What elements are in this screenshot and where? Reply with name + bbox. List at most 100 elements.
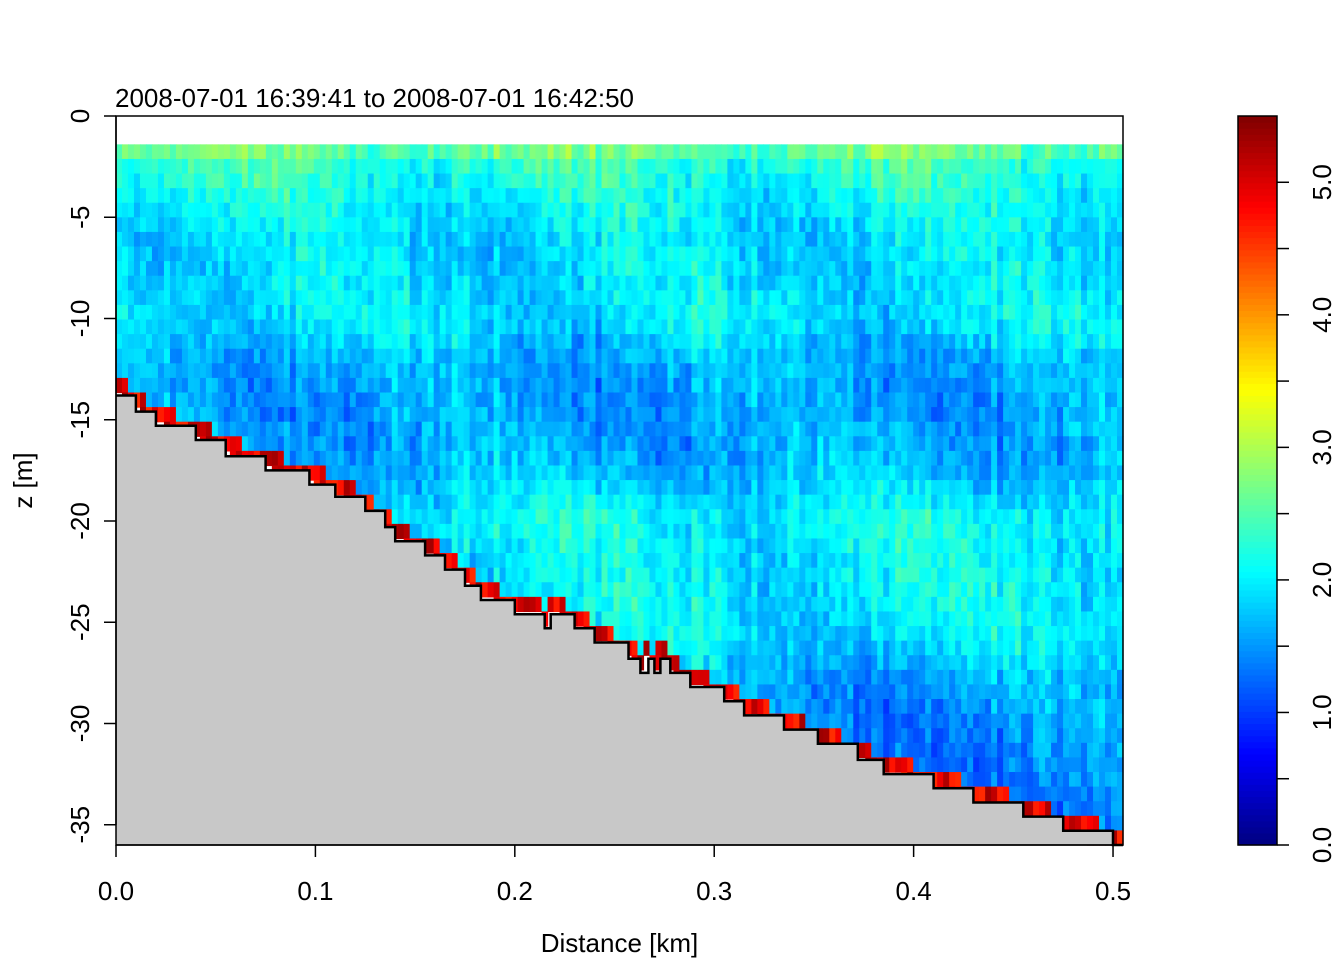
heatmap-cell xyxy=(187,173,195,189)
heatmap-cell xyxy=(1009,480,1016,496)
heatmap-cell xyxy=(829,553,836,569)
heatmap-cell xyxy=(931,436,938,452)
heatmap-cell xyxy=(181,290,189,306)
heatmap-cell xyxy=(517,377,525,394)
heatmap-cell xyxy=(439,158,447,175)
heatmap-cell xyxy=(151,188,159,204)
heatmap-cell xyxy=(769,246,776,262)
heatmap-cell xyxy=(955,699,962,715)
heatmap-cell xyxy=(871,684,878,700)
heatmap-cell xyxy=(667,626,675,642)
heatmap-cell xyxy=(763,246,770,262)
heatmap-cell xyxy=(649,348,657,364)
heatmap-cell xyxy=(457,319,465,335)
heatmap-cell xyxy=(451,363,459,379)
heatmap-cell xyxy=(463,523,471,540)
heatmap-cell xyxy=(1003,261,1010,277)
heatmap-cell xyxy=(415,231,423,248)
heatmap-cell xyxy=(535,596,543,613)
heatmap-cell xyxy=(937,713,944,729)
heatmap-cell xyxy=(853,334,860,350)
heatmap-cell xyxy=(181,363,189,379)
heatmap-cell xyxy=(1009,407,1016,423)
heatmap-cell xyxy=(835,509,842,525)
heatmap-cell xyxy=(895,611,902,627)
heatmap-cell xyxy=(1021,348,1028,364)
heatmap-cell xyxy=(529,450,537,467)
heatmap-cell xyxy=(391,319,399,335)
heatmap-cell xyxy=(211,217,219,233)
heatmap-cell xyxy=(763,407,770,423)
heatmap-cell xyxy=(595,436,603,452)
heatmap-cell xyxy=(511,144,519,160)
heatmap-cell xyxy=(997,699,1004,715)
heatmap-cell xyxy=(325,188,333,204)
heatmap-cell xyxy=(757,699,764,715)
heatmap-cell xyxy=(835,348,842,364)
heatmap-cell xyxy=(943,582,950,598)
heatmap-cell xyxy=(697,158,705,175)
heatmap-cell xyxy=(181,377,189,394)
heatmap-cell xyxy=(487,553,495,569)
heatmap-cell xyxy=(1009,786,1016,802)
heatmap-cell xyxy=(709,421,716,437)
heatmap-cell xyxy=(769,684,776,700)
heatmap-cell xyxy=(847,699,854,715)
heatmap-cell xyxy=(577,144,585,160)
heatmap-cell xyxy=(943,407,950,423)
heatmap-cell xyxy=(553,421,561,437)
heatmap-cell xyxy=(787,319,794,335)
heatmap-cell xyxy=(145,261,153,277)
heatmap-cell xyxy=(763,582,770,598)
heatmap-cell xyxy=(277,363,285,379)
heatmap-cell xyxy=(973,480,980,496)
heatmap-cell xyxy=(205,377,213,394)
heatmap-cell xyxy=(793,713,800,729)
heatmap-cell xyxy=(1003,786,1010,802)
heatmap-cell xyxy=(985,290,992,306)
heatmap-cell xyxy=(1015,786,1022,802)
heatmap-cell xyxy=(493,567,501,583)
heatmap-cell xyxy=(475,436,483,452)
heatmap-cell xyxy=(721,611,728,627)
heatmap-cell xyxy=(265,421,273,437)
heatmap-cell xyxy=(181,202,189,218)
heatmap-cell xyxy=(829,465,836,481)
heatmap-cell xyxy=(529,567,537,583)
heatmap-cell xyxy=(877,655,884,671)
heatmap-cell xyxy=(577,509,585,525)
heatmap-cell xyxy=(787,523,794,540)
heatmap-cell xyxy=(271,290,279,306)
heatmap-cell xyxy=(943,626,950,642)
heatmap-cell xyxy=(643,465,651,481)
heatmap-cell xyxy=(931,480,938,496)
heatmap-cell xyxy=(559,582,567,598)
heatmap-cell xyxy=(1015,611,1022,627)
heatmap-cell xyxy=(529,261,537,277)
heatmap-cell xyxy=(403,421,411,437)
heatmap-cell xyxy=(589,509,597,525)
heatmap-cell xyxy=(679,640,687,656)
heatmap-cell xyxy=(973,742,980,759)
heatmap-cell xyxy=(793,611,800,627)
heatmap-cell xyxy=(943,684,950,700)
heatmap-cell xyxy=(961,523,968,540)
heatmap-cell xyxy=(985,494,992,510)
heatmap-cell xyxy=(775,202,782,218)
heatmap-cell xyxy=(469,523,477,540)
heatmap-cell xyxy=(979,465,986,481)
heatmap-cell xyxy=(763,450,770,467)
heatmap-cell xyxy=(445,392,453,408)
heatmap-cell xyxy=(493,202,501,218)
heatmap-cell xyxy=(325,290,333,306)
heatmap-cell xyxy=(955,334,962,350)
heatmap-cell xyxy=(547,261,555,277)
heatmap-cell xyxy=(811,684,818,700)
heatmap-cell xyxy=(697,144,705,160)
heatmap-cell xyxy=(205,421,213,437)
heatmap-cell xyxy=(205,275,213,291)
heatmap-cell xyxy=(739,567,746,583)
heatmap-cell xyxy=(499,407,507,423)
heatmap-cell xyxy=(847,523,854,540)
heatmap-cell xyxy=(241,217,249,233)
